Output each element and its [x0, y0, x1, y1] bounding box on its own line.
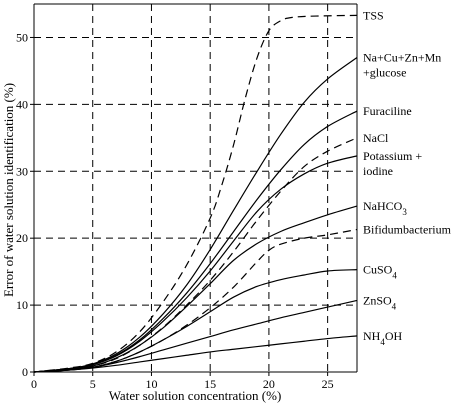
y-tick-label: 20 [16, 231, 28, 245]
series-label-znso4: ZnSO4 [363, 293, 397, 311]
x-axis-label: Water solution concentration (%) [109, 388, 282, 403]
x-tick-label: 5 [90, 377, 96, 391]
x-tick-label: 0 [31, 377, 37, 391]
chart-axes [33, 3, 358, 373]
x-tick-label: 20 [263, 377, 275, 391]
series-label-bifidumbacterium: Bifidumbacterium [363, 223, 452, 237]
series-label-na-cu-zn-mn-glucose: Na+Cu+Zn+Mn [363, 51, 441, 65]
series-line-potassium-iodine [33, 155, 358, 373]
series-line-cuso4 [33, 269, 358, 373]
series-line-nh4oh [33, 335, 358, 373]
series-lines [33, 14, 358, 373]
x-tick-label: 15 [204, 377, 216, 391]
series-line-nacl [33, 137, 358, 373]
series-label-potassium-iodine: iodine [363, 164, 393, 178]
series-line-znso4 [33, 299, 358, 373]
series-label-cuso4: CuSO4 [363, 263, 397, 281]
series-label-nahco3: NaHCO3 [363, 199, 407, 217]
y-tick-label: 10 [16, 298, 28, 312]
x-tick-label: 10 [145, 377, 157, 391]
x-tick-label: 25 [322, 377, 334, 391]
series-line-tss [33, 14, 358, 373]
y-tick-label: 0 [22, 365, 28, 379]
series-label-na-cu-zn-mn-glucose: +glucose [363, 66, 406, 80]
series-label-tss: TSS [363, 8, 384, 22]
series-line-furaciline [33, 110, 358, 373]
tick-labels: 0 5 10 15 20 25 0 10 20 30 40 50 [16, 30, 334, 391]
y-axis-label: Error of water solution identification (… [1, 83, 16, 297]
series-label-potassium-iodine: Potassium + [363, 149, 422, 163]
series-labels: TSS Na+Cu+Zn+Mn+glucose Furaciline NaCl Pota… [363, 8, 452, 347]
series-line-nahco3 [33, 205, 358, 373]
series-label-nh4oh: NH4OH [363, 329, 403, 347]
grid-lines [34, 4, 357, 372]
series-label-furaciline: Furaciline [363, 104, 412, 118]
series-label-nacl: NaCl [363, 131, 389, 145]
y-tick-label: 40 [16, 97, 28, 111]
y-tick-label: 30 [16, 164, 28, 178]
y-tick-label: 50 [16, 30, 28, 44]
series-line-na-cu-zn-mn-glucose [33, 57, 358, 373]
series-line-bifidumbacterium [33, 228, 358, 373]
